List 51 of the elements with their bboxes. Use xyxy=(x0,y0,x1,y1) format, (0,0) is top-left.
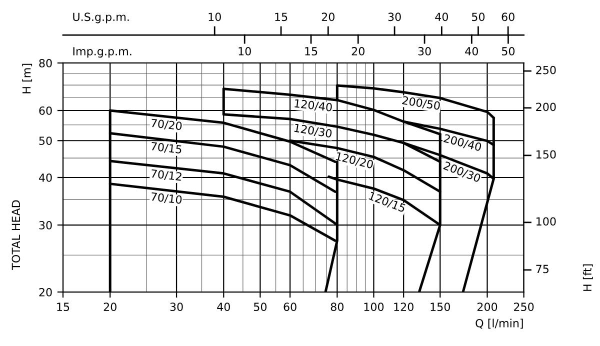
x-tick-label: 20 xyxy=(104,302,116,312)
text: 50 xyxy=(472,12,485,22)
x-tick-label: 40 xyxy=(217,302,230,312)
x-tick-label: 30 xyxy=(170,302,183,312)
text: 60 xyxy=(502,12,514,22)
text: 120/30 xyxy=(294,124,332,139)
text: 40 xyxy=(435,12,448,22)
x-axis-title: Q [l/min] xyxy=(476,318,523,329)
text: 15 xyxy=(275,12,288,22)
text: 200/50 xyxy=(402,96,440,111)
text: 200/40 xyxy=(443,134,482,152)
x-tick-label: 50 xyxy=(254,302,267,312)
text: 250 xyxy=(536,66,556,74)
y-tick-label: 60 xyxy=(39,106,52,115)
text: 30 xyxy=(388,12,401,22)
text: H [ft] xyxy=(582,264,593,291)
text: 75 xyxy=(536,264,548,274)
x-tick-label: 15 xyxy=(57,302,70,312)
x-tick-label: 120 xyxy=(394,302,414,312)
text: 150 xyxy=(536,150,556,159)
x-tick-label: 250 xyxy=(514,302,534,312)
text: 70/15 xyxy=(150,142,182,155)
x-tick-label: 80 xyxy=(330,302,344,312)
y-tick-label: 50 xyxy=(39,136,52,146)
x-tick-label: 100 xyxy=(364,302,384,312)
text: 70/12 xyxy=(150,169,182,182)
text: 10 xyxy=(238,47,251,56)
text: 200 xyxy=(536,102,556,112)
y-axis-title: H [m] xyxy=(22,64,32,94)
text: 20 xyxy=(322,12,334,22)
text: 10 xyxy=(208,12,221,22)
text: 120/20 xyxy=(335,152,374,170)
y-tick-label: 20 xyxy=(39,288,52,296)
text: TOTAL HEAD xyxy=(12,200,20,270)
text: 50 xyxy=(502,47,515,56)
y-tick-label: 40 xyxy=(38,173,52,182)
text: U.S.g.p.m. xyxy=(73,12,129,24)
text: 15 xyxy=(305,47,318,56)
text: 20 xyxy=(352,47,364,56)
text: 120/40 xyxy=(294,99,332,112)
x-tick-label: 60 xyxy=(284,302,296,312)
text: 100 xyxy=(536,217,556,226)
x-tick-label: 150 xyxy=(430,302,450,312)
text: 30 xyxy=(418,47,431,56)
text: 70/10 xyxy=(150,192,182,205)
text: Imp.g.p.m. xyxy=(73,47,132,58)
y-tick-label: 30 xyxy=(39,221,52,230)
x-tick-label: 200 xyxy=(477,302,498,312)
text: 40 xyxy=(465,47,478,56)
y-tick-label: 80 xyxy=(39,58,52,68)
text: 70/20 xyxy=(150,118,182,132)
